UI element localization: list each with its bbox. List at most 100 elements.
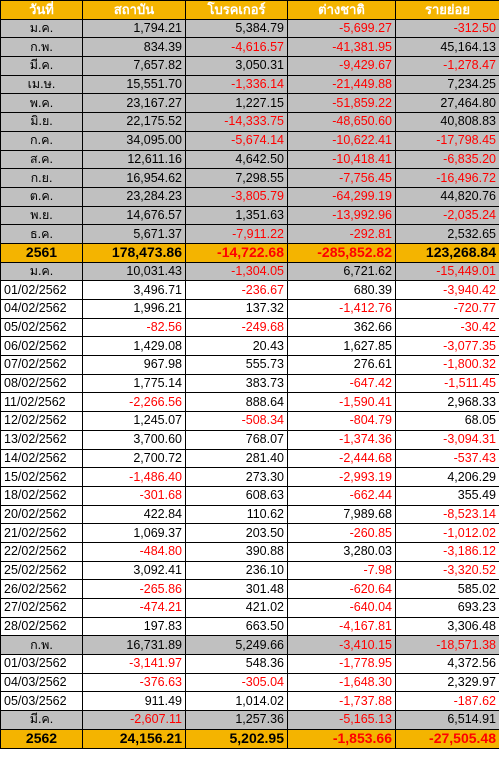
row-label: 25/02/2562 — [0, 560, 83, 581]
row-label: ก.พ. — [0, 635, 83, 656]
institution-value: 1,794.21 — [82, 18, 186, 39]
month-summary-row: พ.ย. 14,676.57 1,351.63 -13,992.96 -2,035.24 — [0, 205, 499, 226]
daily-row: 26/02/2562 -265.86 301.48 -620.64 585.02 — [0, 579, 499, 599]
daily-row: 15/02/2562 -1,486.40 273.30 -2,993.19 4,206.… — [0, 467, 499, 487]
row-label: 14/02/2562 — [0, 448, 83, 469]
broker-value: 3,050.31 — [185, 56, 288, 76]
broker-value: -249.68 — [185, 317, 288, 338]
row-label: 21/02/2562 — [0, 523, 83, 543]
retail-value: -30.42 — [395, 317, 499, 338]
retail-value: 7,234.25 — [395, 74, 499, 95]
foreign-value: 3,280.03 — [287, 541, 396, 562]
retail-value: 3,306.48 — [395, 616, 499, 637]
institution-value: 7,657.82 — [82, 56, 186, 76]
row-label: 05/03/2562 — [0, 691, 83, 712]
broker-value: 7,298.55 — [185, 168, 288, 188]
foreign-value: -1,374.36 — [287, 429, 396, 450]
institution-value: 14,676.57 — [82, 205, 186, 226]
daily-row: 14/02/2562 2,700.72 281.40 -2,444.68 -537.43 — [0, 448, 499, 469]
foreign-value: -1,412.76 — [287, 299, 396, 319]
institution-value: 967.98 — [82, 355, 186, 375]
foreign-value: -48,650.60 — [287, 112, 396, 132]
row-label: 2561 — [0, 242, 83, 263]
institution-value: 15,551.70 — [82, 74, 186, 95]
row-label: ต.ค. — [0, 186, 83, 207]
broker-value: -4,616.57 — [185, 37, 288, 58]
broker-value: 301.48 — [185, 579, 288, 599]
institution-value: 34,095.00 — [82, 130, 186, 151]
broker-value: -14,333.75 — [185, 112, 288, 132]
institution-value: 24,156.21 — [82, 728, 186, 749]
retail-value: -3,186.12 — [395, 541, 499, 562]
retail-value: -6,835.20 — [395, 149, 499, 170]
foreign-value: -9,429.67 — [287, 56, 396, 76]
institution-value: 2,700.72 — [82, 448, 186, 469]
institution-value: 5,671.37 — [82, 224, 186, 244]
institution-value: -376.63 — [82, 672, 186, 693]
foreign-value: -1,737.88 — [287, 691, 396, 712]
row-label: ม.ค. — [0, 18, 83, 39]
foreign-value: -10,622.41 — [287, 130, 396, 151]
month-summary-row: ก.พ. 16,731.89 5,249.66 -3,410.15 -18,571.38 — [0, 635, 499, 656]
retail-value: -18,571.38 — [395, 635, 499, 656]
retail-value: -2,035.24 — [395, 205, 499, 226]
row-label: 13/02/2562 — [0, 429, 83, 450]
month-summary-row: ก.ย. 16,954.62 7,298.55 -7,756.45 -16,496.72 — [0, 168, 499, 188]
daily-row: 04/02/2562 1,996.21 137.32 -1,412.76 -720.77 — [0, 299, 499, 319]
broker-value: 548.36 — [185, 654, 288, 674]
header-retail: รายย่อย — [395, 0, 499, 20]
month-summary-row: ก.พ. 834.39 -4,616.57 -41,381.95 45,164.13 — [0, 37, 499, 58]
row-label: 04/03/2562 — [0, 672, 83, 693]
foreign-value: -41,381.95 — [287, 37, 396, 58]
retail-value: -8,523.14 — [395, 504, 499, 525]
row-label: 04/02/2562 — [0, 299, 83, 319]
row-label: เม.ษ. — [0, 74, 83, 95]
broker-value: 4,642.50 — [185, 149, 288, 170]
institution-value: 834.39 — [82, 37, 186, 58]
foreign-value: -21,449.88 — [287, 74, 396, 95]
header-foreign: ต่างชาติ — [287, 0, 396, 20]
retail-value: 40,808.83 — [395, 112, 499, 132]
retail-value: 4,372.56 — [395, 654, 499, 674]
daily-row: 11/02/2562 -2,266.56 888.64 -1,590.41 2,968.… — [0, 392, 499, 413]
row-label: 18/02/2562 — [0, 485, 83, 506]
broker-value: 555.73 — [185, 355, 288, 375]
row-label: 05/02/2562 — [0, 317, 83, 338]
retail-value: 123,268.84 — [395, 242, 499, 263]
retail-value: -16,496.72 — [395, 168, 499, 188]
broker-value: 203.50 — [185, 523, 288, 543]
retail-value: -312.50 — [395, 18, 499, 39]
retail-value: 585.02 — [395, 579, 499, 599]
retail-value: 2,532.65 — [395, 224, 499, 244]
broker-value: -5,674.14 — [185, 130, 288, 151]
row-label: 26/02/2562 — [0, 579, 83, 599]
daily-row: 05/02/2562 -82.56 -249.68 362.66 -30.42 — [0, 317, 499, 338]
foreign-value: -7.98 — [287, 560, 396, 581]
row-label: 01/03/2562 — [0, 654, 83, 674]
month-summary-row: เม.ษ. 15,551.70 -1,336.14 -21,449.88 7,234.2… — [0, 74, 499, 95]
daily-row: 07/02/2562 967.98 555.73 276.61 -1,800.32 — [0, 355, 499, 375]
retail-value: -3,077.35 — [395, 336, 499, 357]
broker-value: 421.02 — [185, 598, 288, 618]
institution-value: 1,069.37 — [82, 523, 186, 543]
broker-value: 1,351.63 — [185, 205, 288, 226]
year-total-row: 2561 178,473.86 -14,722.68 -285,852.82 123,2… — [0, 242, 499, 263]
row-label: พ.ค. — [0, 93, 83, 114]
foreign-value: -1,778.95 — [287, 654, 396, 674]
institution-value: 3,496.71 — [82, 280, 186, 300]
foreign-value: -3,410.15 — [287, 635, 396, 656]
retail-value: 27,464.80 — [395, 93, 499, 114]
institution-value: -484.80 — [82, 541, 186, 562]
institution-value: 10,031.43 — [82, 261, 186, 282]
retail-value: 693.23 — [395, 598, 499, 618]
institution-value: 23,167.27 — [82, 93, 186, 114]
institution-value: 22,175.52 — [82, 112, 186, 132]
month-summary-row: พ.ค. 23,167.27 1,227.15 -51,859.22 27,464.80 — [0, 93, 499, 114]
retail-value: 2,968.33 — [395, 392, 499, 413]
month-summary-row: ต.ค. 23,284.23 -3,805.79 -64,299.19 44,820.7… — [0, 186, 499, 207]
broker-value: 137.32 — [185, 299, 288, 319]
daily-row: 28/02/2562 197.83 663.50 -4,167.81 3,306.48 — [0, 616, 499, 637]
broker-value: 1,014.02 — [185, 691, 288, 712]
broker-value: 888.64 — [185, 392, 288, 413]
foreign-value: -804.79 — [287, 411, 396, 431]
